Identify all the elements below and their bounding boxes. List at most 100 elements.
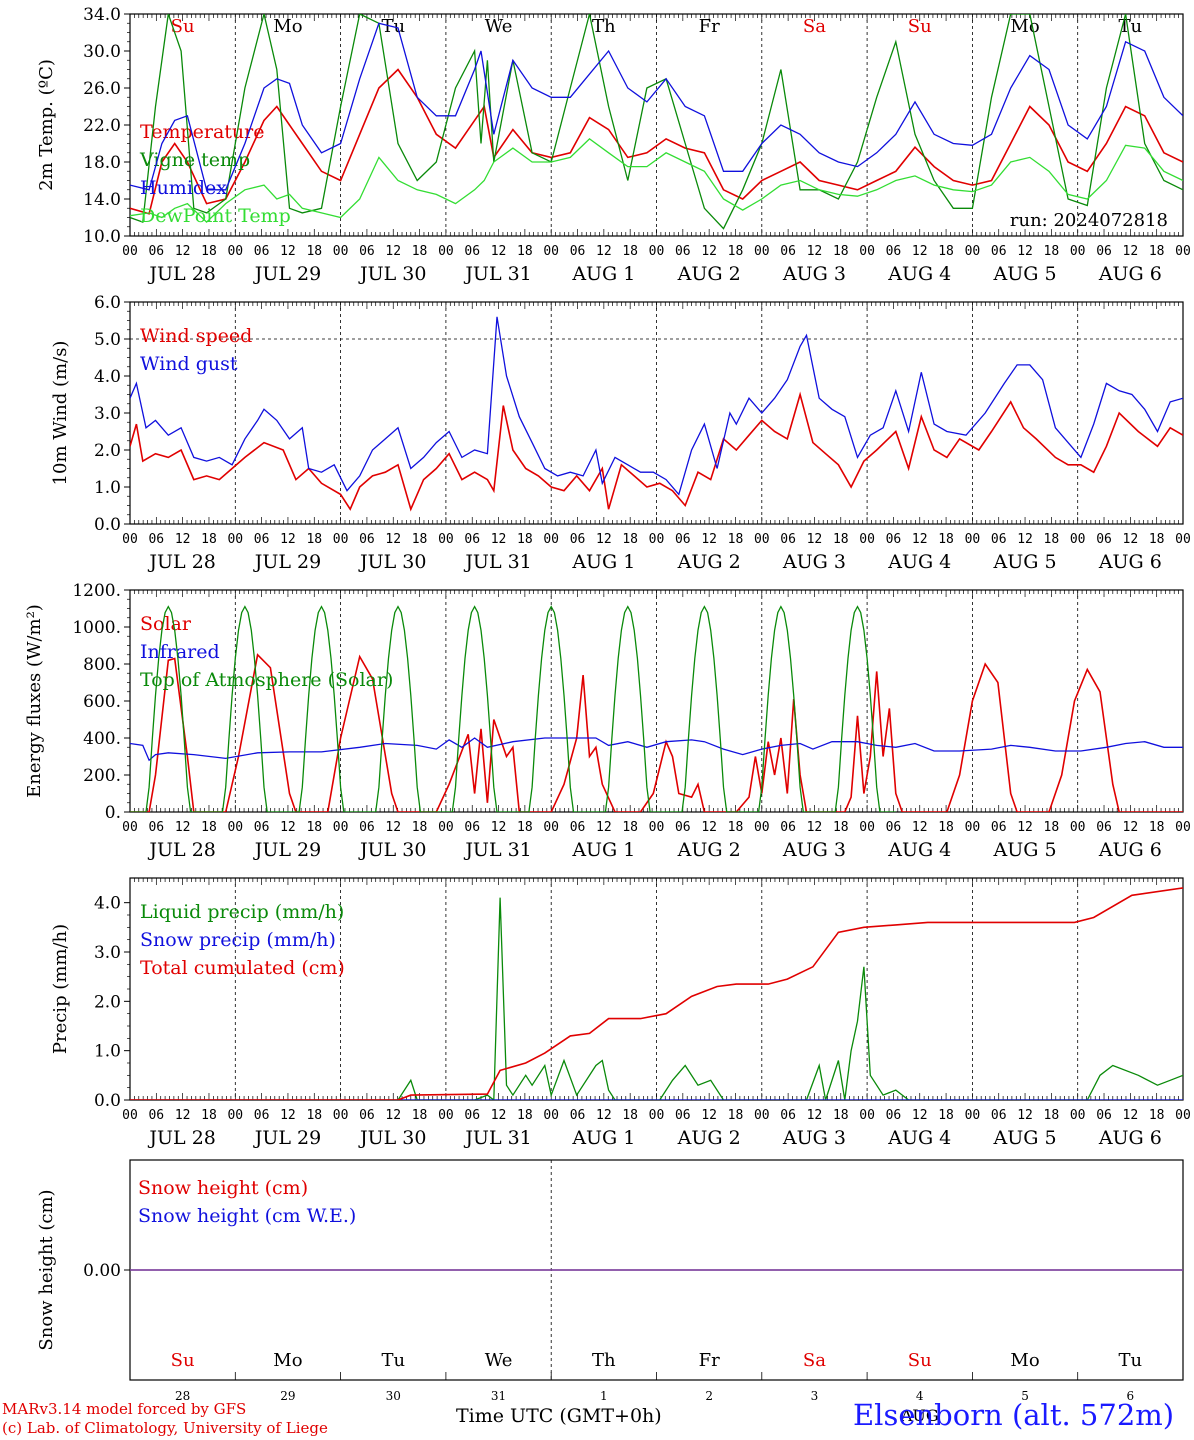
x-date-label: AUG 5 bbox=[993, 1127, 1057, 1149]
x-hour-label: 00 bbox=[754, 820, 770, 835]
day-name-label: Fr bbox=[699, 1350, 720, 1371]
x-hour-label: 18 bbox=[622, 1108, 638, 1123]
x-hour-label: 12 bbox=[385, 1108, 401, 1123]
x-hour-label: 00 bbox=[1070, 532, 1086, 547]
x-hour-label: 12 bbox=[175, 1108, 191, 1123]
x-hour-label: 18 bbox=[1149, 532, 1165, 547]
x-date-label: JUL 28 bbox=[147, 839, 215, 861]
x-hour-label: 18 bbox=[938, 244, 954, 259]
x-hour-label: 12 bbox=[175, 244, 191, 259]
x-hour-label: 12 bbox=[491, 820, 507, 835]
x-date-label: AUG 5 bbox=[993, 839, 1057, 861]
y-axis-label: 2m Temp. (ºC) bbox=[36, 59, 57, 191]
x-hour-label: 12 bbox=[912, 244, 928, 259]
x-hour-label: 00 bbox=[1070, 820, 1086, 835]
x-hour-label: 18 bbox=[1044, 532, 1060, 547]
x-hour-label: 12 bbox=[1017, 1108, 1033, 1123]
x-date-label: AUG 2 bbox=[677, 1127, 741, 1149]
x-hour-label: 18 bbox=[1044, 1108, 1060, 1123]
x-hour-label: 06 bbox=[359, 244, 375, 259]
x-hour-label: 00 bbox=[543, 1108, 559, 1123]
x-hour-label: 18 bbox=[833, 820, 849, 835]
y-tick-label: 30.0 bbox=[83, 42, 121, 62]
x-hour-label: 00 bbox=[1175, 1108, 1191, 1123]
x-hour-label: 12 bbox=[175, 820, 191, 835]
x-hour-label: 00 bbox=[227, 1108, 243, 1123]
x-hour-label: 18 bbox=[201, 820, 217, 835]
day-number-label: 4 bbox=[916, 1389, 924, 1403]
x-date-label: AUG 3 bbox=[782, 551, 846, 573]
x-hour-label: 00 bbox=[965, 244, 981, 259]
legend-label: Wind speed bbox=[140, 325, 252, 347]
x-hour-label: 12 bbox=[385, 244, 401, 259]
x-hour-label: 06 bbox=[570, 532, 586, 547]
x-date-label: AUG 4 bbox=[887, 839, 951, 861]
x-hour-label: 12 bbox=[491, 244, 507, 259]
x-hour-label: 06 bbox=[359, 532, 375, 547]
x-date-label: AUG 1 bbox=[571, 551, 635, 573]
x-hour-label: 12 bbox=[1017, 820, 1033, 835]
x-hour-label: 06 bbox=[780, 820, 796, 835]
series-line-energy-1 bbox=[130, 737, 1183, 762]
day-number-label: 6 bbox=[1127, 1389, 1135, 1403]
x-date-label: JUL 28 bbox=[147, 263, 215, 285]
y-tick-label: 6.0 bbox=[94, 293, 121, 313]
y-tick-label: 800. bbox=[83, 655, 121, 675]
x-hour-label: 06 bbox=[254, 532, 270, 547]
x-hour-label: 00 bbox=[333, 244, 349, 259]
y-tick-label: 3.0 bbox=[94, 404, 121, 424]
x-hour-label: 12 bbox=[807, 244, 823, 259]
x-hour-label: 00 bbox=[649, 1108, 665, 1123]
x-hour-label: 00 bbox=[1175, 244, 1191, 259]
x-hour-label: 00 bbox=[122, 1108, 138, 1123]
x-hour-label: 00 bbox=[1175, 820, 1191, 835]
x-hour-label: 12 bbox=[596, 1108, 612, 1123]
day-number-label: 2 bbox=[705, 1389, 713, 1403]
y-tick-label: 4.0 bbox=[94, 894, 121, 914]
x-hour-label: 18 bbox=[517, 820, 533, 835]
x-hour-label: 18 bbox=[728, 532, 744, 547]
x-hour-label: 18 bbox=[517, 532, 533, 547]
x-hour-label: 00 bbox=[649, 532, 665, 547]
y-tick-label: 200. bbox=[83, 766, 121, 786]
day-name-label: Mo bbox=[273, 1350, 302, 1371]
x-hour-label: 06 bbox=[570, 820, 586, 835]
day-name-label: Sa bbox=[803, 16, 826, 37]
x-hour-label: 00 bbox=[965, 820, 981, 835]
day-number-label: 29 bbox=[280, 1389, 295, 1403]
series-line-wind-0 bbox=[130, 391, 1183, 512]
x-date-label: JUL 31 bbox=[463, 551, 531, 573]
x-hour-label: 18 bbox=[412, 1108, 428, 1123]
legend-label: Infrared bbox=[140, 641, 220, 663]
legend-label: Snow height (cm) bbox=[138, 1177, 308, 1199]
x-hour-label: 12 bbox=[280, 1108, 296, 1123]
model-credit: MARv3.14 model forced by GFS bbox=[2, 1400, 247, 1418]
day-name-label: Th bbox=[592, 16, 616, 37]
x-hour-label: 12 bbox=[807, 1108, 823, 1123]
time-axis-label: Time UTC (GMT+0h) bbox=[456, 1405, 662, 1427]
x-hour-label: 06 bbox=[254, 820, 270, 835]
legend-label: Vigne temp bbox=[139, 149, 250, 171]
x-hour-label: 06 bbox=[464, 532, 480, 547]
day-number-label: 28 bbox=[175, 1389, 190, 1403]
x-hour-label: 06 bbox=[148, 820, 164, 835]
day-name-label: Su bbox=[171, 16, 195, 37]
day-name-label: We bbox=[485, 16, 513, 37]
x-hour-label: 06 bbox=[570, 244, 586, 259]
x-hour-label: 12 bbox=[1017, 244, 1033, 259]
x-hour-label: 12 bbox=[807, 820, 823, 835]
x-hour-label: 18 bbox=[517, 1108, 533, 1123]
x-hour-label: 12 bbox=[701, 820, 717, 835]
x-hour-label: 06 bbox=[1096, 1108, 1112, 1123]
x-date-label: AUG 5 bbox=[993, 263, 1057, 285]
x-hour-label: 06 bbox=[675, 1108, 691, 1123]
x-hour-label: 12 bbox=[701, 532, 717, 547]
x-date-label: AUG 5 bbox=[993, 551, 1057, 573]
series-line-temp-3 bbox=[130, 138, 1183, 224]
x-hour-label: 00 bbox=[438, 532, 454, 547]
legend-label: Snow height (cm W.E.) bbox=[138, 1205, 356, 1227]
x-hour-label: 06 bbox=[254, 1108, 270, 1123]
x-date-label: AUG 1 bbox=[571, 263, 635, 285]
x-hour-label: 12 bbox=[280, 532, 296, 547]
